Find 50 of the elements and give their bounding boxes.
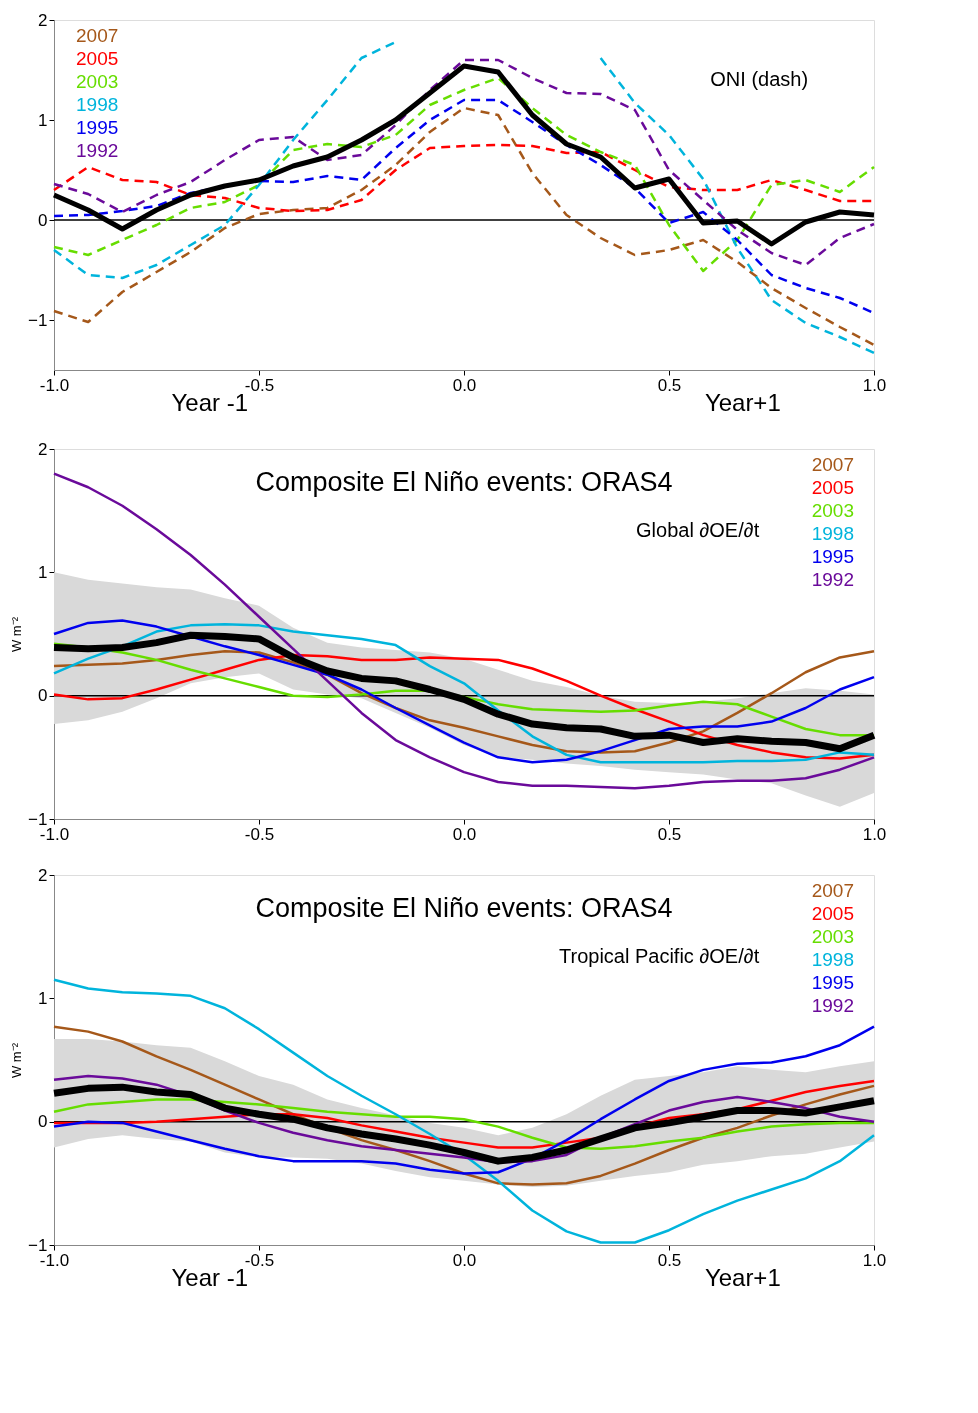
x-tick-label: 1.0 xyxy=(862,375,887,395)
text: 1995 xyxy=(811,546,854,567)
y-tick-label: 0 xyxy=(38,686,48,706)
line-series xyxy=(52,1098,876,1151)
text: 1995 xyxy=(76,117,119,138)
x-tick-label: 1.0 xyxy=(862,1250,887,1270)
text: 2007 xyxy=(811,454,854,475)
y-tick-label: 1 xyxy=(38,110,48,130)
x-tick-label: 0.0 xyxy=(452,1250,477,1270)
text: 2005 xyxy=(811,903,854,924)
text: 1998 xyxy=(811,523,854,544)
text: 2003 xyxy=(76,71,119,92)
x-tick-label: -1.0 xyxy=(39,375,70,395)
y-tick-label: 1 xyxy=(38,988,48,1008)
y-axis-title: W m⁻² xyxy=(9,1042,25,1079)
text: 1992 xyxy=(811,569,854,590)
text: 1998 xyxy=(811,949,854,970)
y-tick-label: −1 xyxy=(28,310,48,330)
text: Composite El Niño events: ORAS4 xyxy=(255,893,673,923)
text: 2003 xyxy=(811,926,854,947)
y-tick-label: 0 xyxy=(38,1112,48,1132)
series-label: 1992 xyxy=(76,140,119,161)
x-tick-label: 0.0 xyxy=(452,824,477,844)
text: 2005 xyxy=(76,48,119,69)
text: Composite El Niño events: ORAS4 xyxy=(255,467,673,497)
x-tick-label: 1.0 xyxy=(862,824,887,844)
text: 2007 xyxy=(76,25,119,46)
text: 1992 xyxy=(811,995,854,1016)
y-tick-label: 0 xyxy=(38,210,48,230)
y-axis-title: W m⁻² xyxy=(9,616,25,653)
line-series xyxy=(52,472,876,790)
y-tick-label: 1 xyxy=(38,562,48,582)
text: Global ∂OE/∂t xyxy=(636,519,760,541)
x-tick-label: 0.5 xyxy=(657,375,682,395)
text: 2003 xyxy=(811,500,854,521)
text: Year+1 xyxy=(704,1264,781,1291)
x-tick-label: -0.5 xyxy=(244,824,275,844)
text: Year+1 xyxy=(704,389,781,416)
x-tick-label: 0.0 xyxy=(452,375,477,395)
x-tick-label: 0.5 xyxy=(657,1250,682,1270)
text: 1995 xyxy=(811,972,854,993)
annotation: ONI (dash) xyxy=(710,68,809,90)
x-tick-label: 0.5 xyxy=(657,824,682,844)
y-tick-label: 2 xyxy=(38,10,48,30)
text: 2007 xyxy=(811,880,854,901)
text: 1998 xyxy=(76,94,119,115)
y-tick-label: 2 xyxy=(38,439,48,459)
y-tick-label: 2 xyxy=(38,865,48,885)
text: 2005 xyxy=(811,477,854,498)
text: Tropical Pacific ∂OE/∂t xyxy=(559,945,760,967)
